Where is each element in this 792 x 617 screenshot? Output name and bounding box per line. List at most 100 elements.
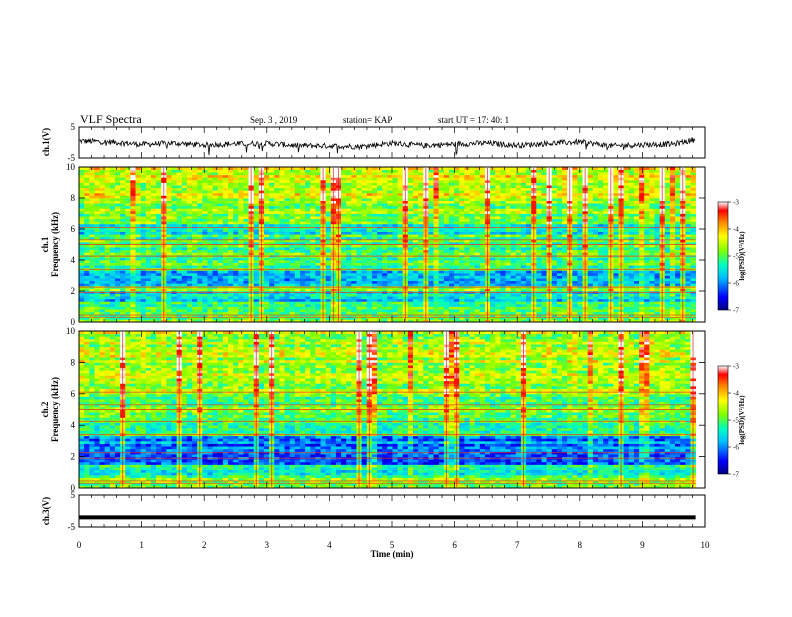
spectrogram-cell — [557, 221, 563, 224]
spectrogram-cell — [505, 299, 511, 302]
spectrogram-cell — [495, 309, 501, 312]
spectrogram-cell — [444, 307, 450, 310]
spectrogram-cell — [382, 294, 388, 297]
spectrogram-cell — [264, 283, 270, 286]
spectrogram-cell — [495, 312, 501, 315]
spectrogram-cell — [84, 304, 90, 307]
spectrogram-cell — [459, 229, 465, 232]
spectrogram-cell — [521, 234, 527, 237]
spectrogram-cell — [475, 250, 481, 253]
spectrogram-cell — [305, 237, 311, 240]
spectrogram-cell — [639, 276, 645, 279]
spectrogram-cell — [166, 250, 172, 253]
spectrogram-cell — [670, 294, 676, 297]
spectrogram-cell — [541, 265, 547, 268]
spectrogram-cell — [372, 276, 378, 279]
spectrogram-cell — [675, 276, 681, 279]
spectrogram-cell — [166, 309, 172, 312]
spectrogram-cell — [151, 237, 157, 240]
spectrogram-cell — [516, 265, 522, 268]
spectrogram-cell — [187, 224, 193, 227]
spectrogram-cell — [428, 288, 434, 291]
spectrogram-cell — [156, 257, 162, 260]
spectrogram-cell — [408, 216, 414, 219]
spectrogram-cell — [629, 288, 635, 291]
spectrogram-cell — [254, 232, 260, 235]
spectrogram-cell — [382, 270, 388, 273]
spectrogram-cell — [562, 237, 568, 240]
spectrogram-cell — [79, 301, 85, 304]
spectrogram-cell — [552, 309, 558, 312]
spectrogram-cell — [310, 294, 316, 297]
spectrogram-cell — [192, 299, 198, 302]
spectrogram-cell — [634, 226, 640, 229]
spectrogram-cell — [685, 307, 691, 310]
spectrogram-cell — [685, 237, 691, 240]
spectrogram-cell — [310, 263, 316, 266]
spectrogram-cell — [500, 265, 506, 268]
spectrogram-cell — [459, 294, 465, 297]
spectrogram-cell — [470, 221, 476, 224]
spectrogram-cell — [202, 304, 208, 307]
spectrogram-cell — [655, 312, 661, 315]
spectrogram-cell — [413, 216, 419, 219]
spectrogram-cell — [223, 250, 229, 253]
spectrogram-cell — [254, 288, 260, 291]
spectrogram-cell — [202, 229, 208, 232]
spectrogram-cell — [202, 307, 208, 310]
spectrogram-cell — [105, 237, 111, 240]
spectrogram-cell — [475, 237, 481, 240]
spectrogram-cell — [146, 234, 152, 237]
spectrogram-cell — [341, 234, 347, 237]
spectrogram-cell — [449, 276, 455, 279]
spectrogram-cell — [639, 288, 645, 291]
spectrogram-cell — [516, 237, 522, 240]
spectrogram-cell — [202, 226, 208, 229]
spectrogram-cell — [146, 237, 152, 240]
spectrogram-cell — [624, 309, 630, 312]
spectrogram-cell — [264, 270, 270, 273]
spectrogram-cell — [588, 234, 594, 237]
spectrogram-cell — [428, 234, 434, 237]
spectrogram-cell — [166, 301, 172, 304]
spectrogram-cell — [372, 234, 378, 237]
spectrogram-cell — [552, 307, 558, 310]
spectrogram-cell — [223, 276, 229, 279]
spectrogram-cell — [552, 265, 558, 268]
spectrogram-cell — [326, 294, 332, 297]
spectrogram-cell — [223, 232, 229, 235]
spectrogram-cell — [269, 221, 275, 224]
spectrogram-cell — [110, 237, 116, 240]
spectrogram-cell — [197, 309, 203, 312]
spectrogram-cell — [516, 226, 522, 229]
spectrogram-cell — [408, 257, 414, 260]
spectrogram-cell — [685, 270, 691, 273]
spectrogram-cell — [166, 260, 172, 263]
spectrogram-cell — [490, 224, 496, 227]
spectrogram-cell — [177, 288, 183, 291]
spectrogram-cell — [151, 273, 157, 276]
spectrogram-cell — [470, 283, 476, 286]
spectrogram-cell — [670, 234, 676, 237]
spectrogram-cell — [197, 288, 203, 291]
spectrogram-cell — [125, 221, 131, 224]
spectrogram-cell — [100, 250, 106, 253]
spectrogram-cell — [685, 252, 691, 255]
spectrogram-cell — [89, 229, 95, 232]
spectrogram-cell — [675, 288, 681, 291]
spectrogram-cell — [346, 294, 352, 297]
spectrogram-cell — [243, 312, 249, 315]
spectrogram-cell — [470, 237, 476, 240]
spectrogram-cell — [197, 226, 203, 229]
spectrogram-cell — [613, 219, 619, 222]
spectrogram-cell — [536, 276, 542, 279]
spectrogram-cell — [233, 229, 239, 232]
spectrogram-cell — [613, 257, 619, 260]
spectrogram-cell — [243, 221, 249, 224]
spectrogram-cell — [125, 237, 131, 240]
spectrogram-cell — [434, 304, 440, 307]
spectrogram-cell — [552, 221, 558, 224]
spectrogram-cell — [639, 265, 645, 268]
spectrogram-cell — [213, 234, 219, 237]
spectrogram-cell — [675, 273, 681, 276]
